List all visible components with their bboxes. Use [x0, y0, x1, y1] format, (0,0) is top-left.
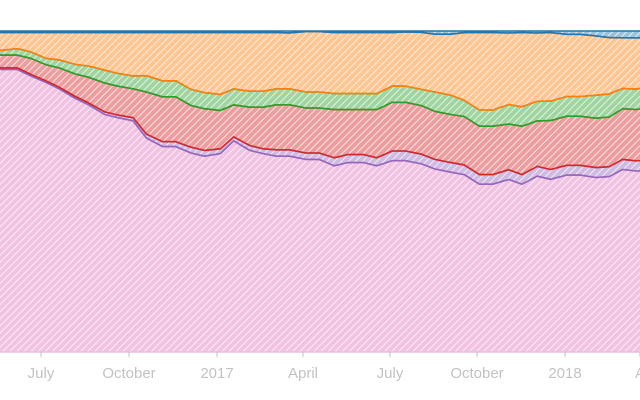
x-tick-label: July [28, 365, 55, 382]
x-tick-label: October [102, 365, 155, 382]
x-tick-label: A [635, 365, 640, 382]
x-tick-label: 2017 [200, 365, 233, 382]
area-series-6 [0, 30, 640, 39]
area-series-group [0, 30, 640, 353]
x-axis: July October 2017 April July October 2018 A [28, 352, 640, 382]
x-tick-label: 2018 [548, 365, 581, 382]
x-tick-label: July [377, 365, 404, 382]
x-tick-label: April [288, 365, 318, 382]
x-tick-label: October [450, 365, 503, 382]
